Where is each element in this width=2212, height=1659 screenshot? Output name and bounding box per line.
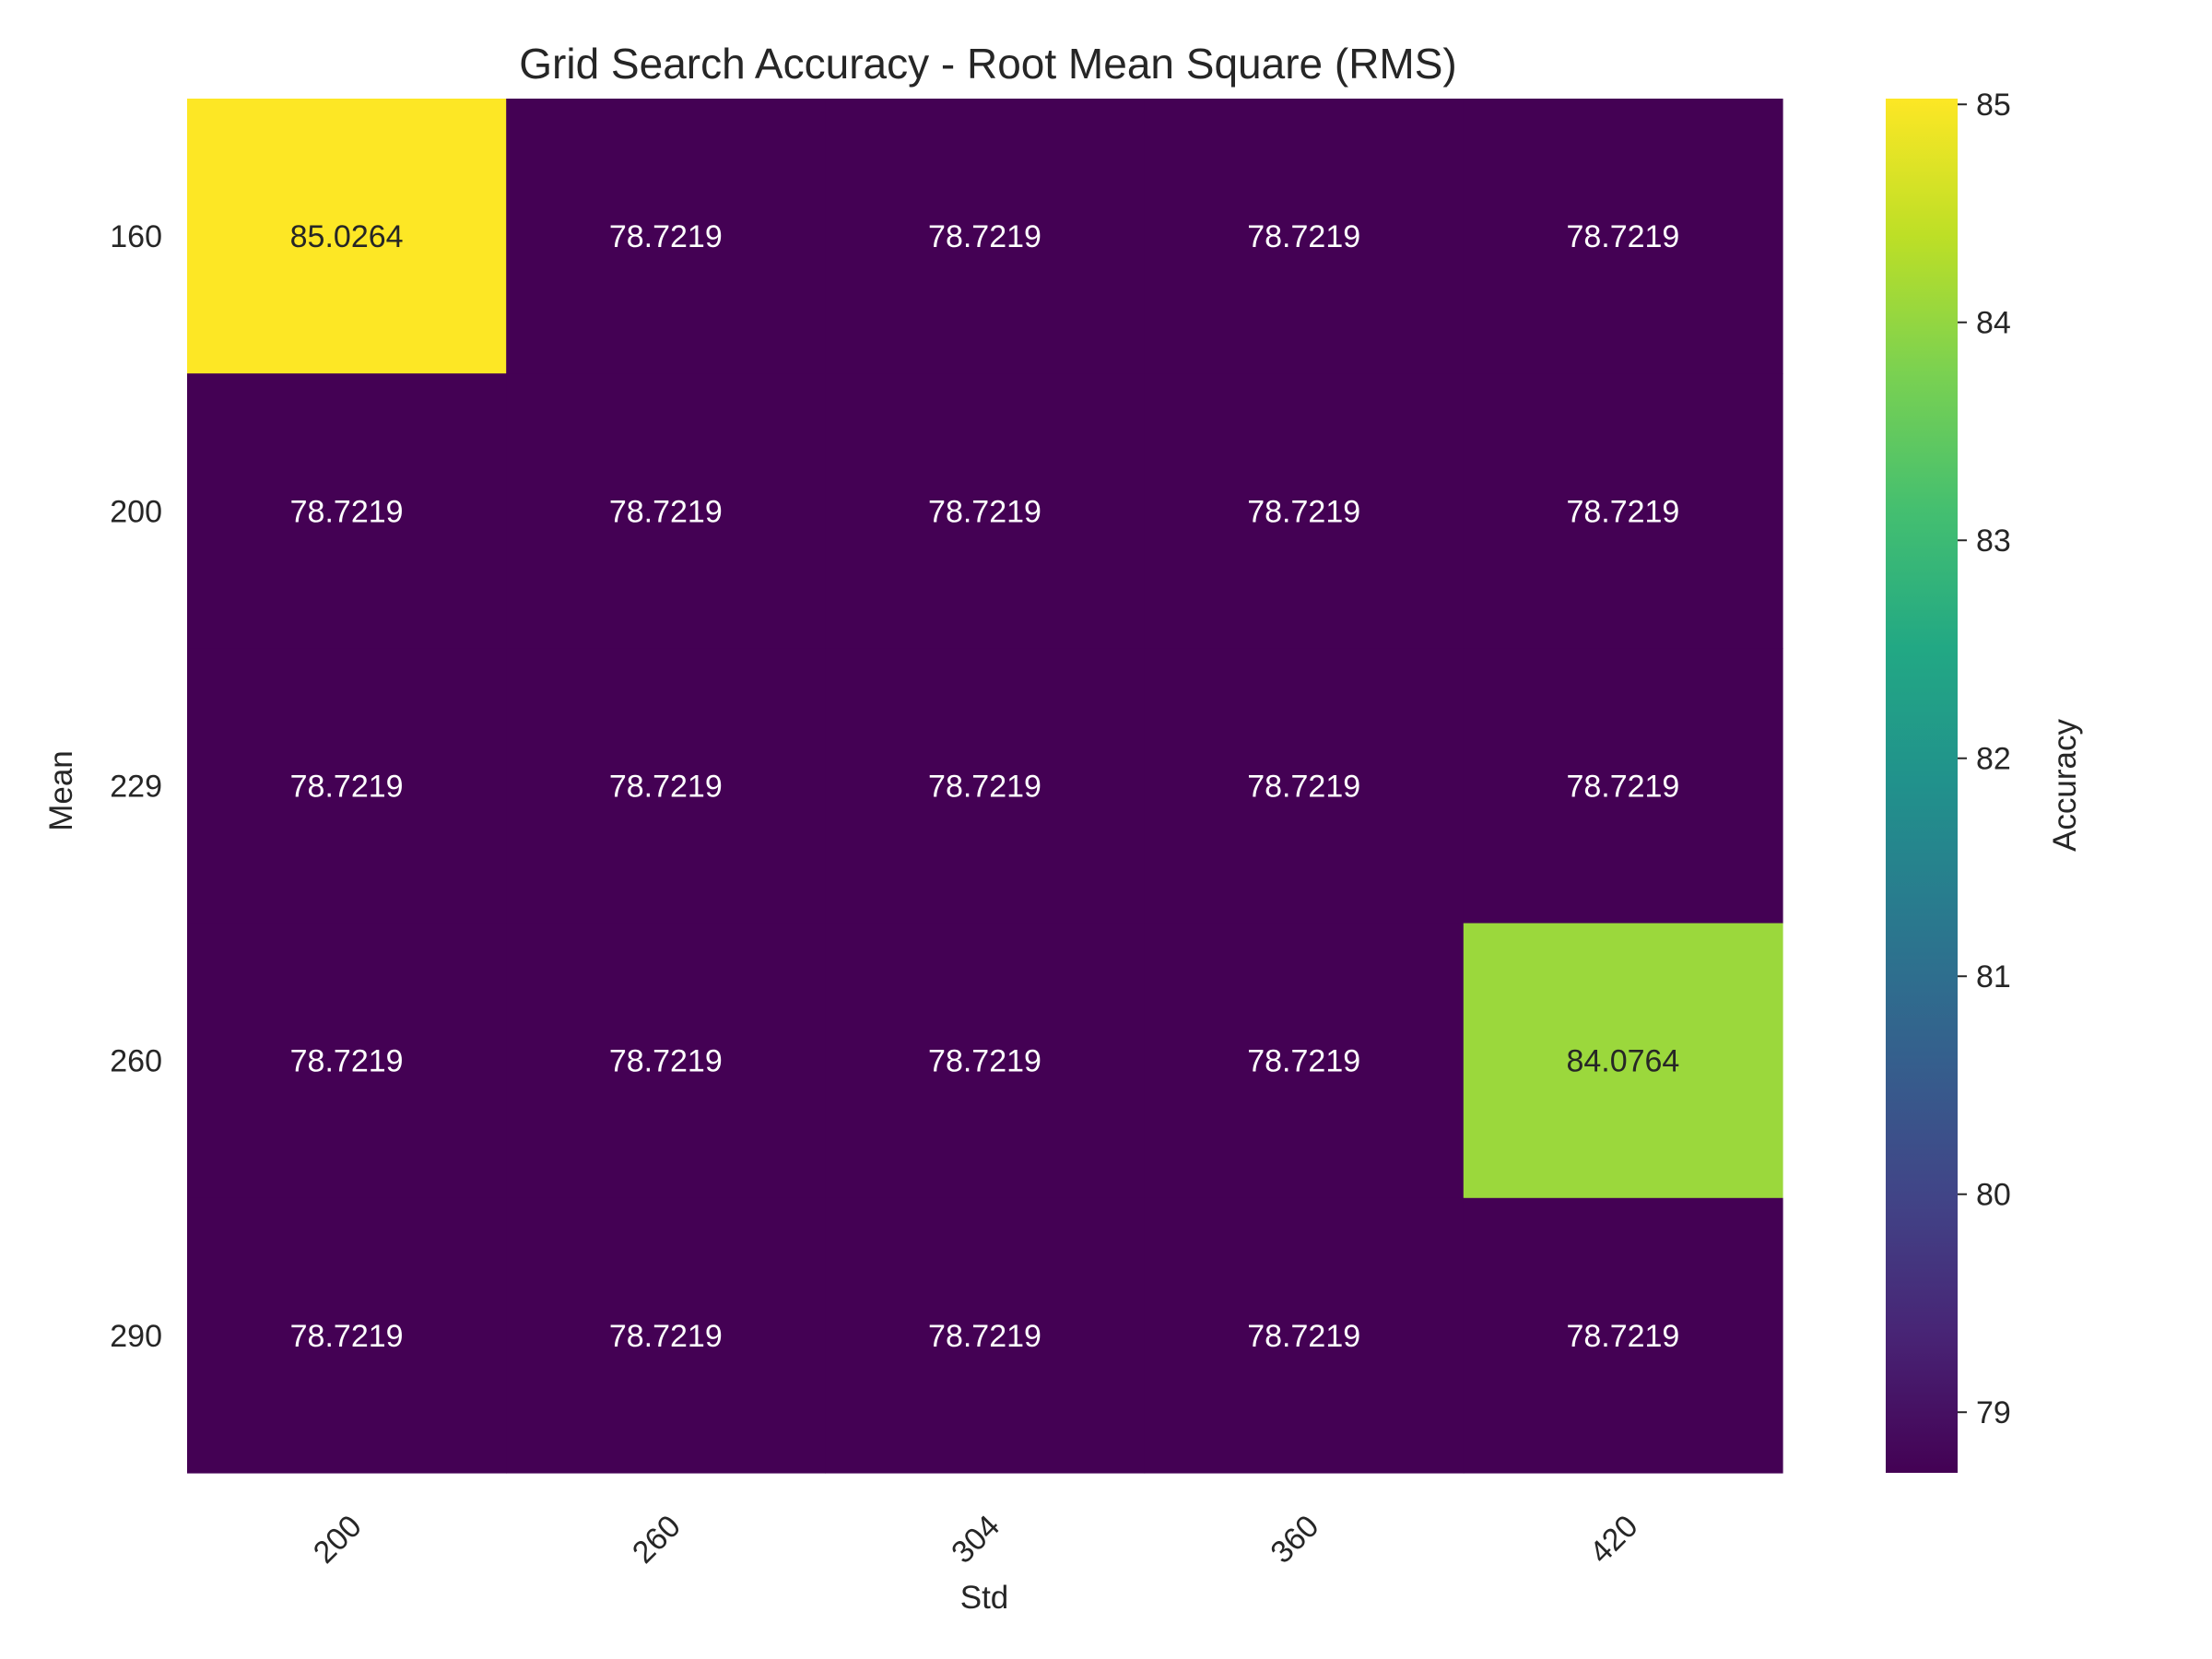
cell-value-label: 78.7219 bbox=[290, 770, 404, 805]
heatmap-cell bbox=[1463, 99, 1783, 374]
cell-value-label: 78.7219 bbox=[928, 770, 1041, 805]
heatmap-cell bbox=[1144, 648, 1465, 924]
heatmap-cell bbox=[825, 648, 1146, 924]
cell-value-label: 78.7219 bbox=[928, 1319, 1041, 1354]
colorbar-tick-label: 83 bbox=[1976, 524, 2011, 559]
y-tick-label: 290 bbox=[110, 1319, 162, 1354]
cell-value-label: 78.7219 bbox=[1247, 219, 1360, 254]
colorbar-tick-label: 80 bbox=[1976, 1178, 2011, 1213]
cell-value-label: 78.7219 bbox=[609, 219, 723, 254]
heatmap-cell bbox=[1144, 1197, 1465, 1474]
cell-value-label: 78.7219 bbox=[290, 1044, 404, 1079]
heatmap-cell bbox=[1144, 99, 1465, 374]
heatmap-cell bbox=[506, 923, 826, 1199]
heatmap-cell bbox=[506, 99, 826, 374]
chart-title: Grid Search Accuracy - Root Mean Square … bbox=[519, 40, 1456, 88]
heatmap-cell bbox=[506, 373, 826, 649]
heatmap-cell bbox=[1463, 923, 1783, 1199]
heatmap-cell bbox=[825, 1197, 1146, 1474]
heatmap-cells bbox=[187, 99, 1783, 1474]
cell-value-label: 78.7219 bbox=[290, 494, 404, 529]
cell-value-label: 78.7219 bbox=[1247, 770, 1360, 805]
cell-value-label: 78.7219 bbox=[928, 1044, 1041, 1079]
heatmap-cell bbox=[187, 373, 507, 649]
x-tick-label: 304 bbox=[945, 1509, 1006, 1571]
colorbar-ticks: 79 80 81 82 83 84 85 bbox=[1958, 88, 2011, 1430]
colorbar-tick-label: 81 bbox=[1976, 959, 2011, 994]
y-tick-labels: 160 200 229 260 290 bbox=[110, 219, 162, 1354]
heatmap-cell bbox=[825, 923, 1146, 1199]
heatmap-cell bbox=[506, 648, 826, 924]
colorbar-tick-label: 82 bbox=[1976, 742, 2011, 777]
colorbar-tick-label: 85 bbox=[1976, 88, 2011, 123]
x-tick-label: 200 bbox=[307, 1509, 369, 1571]
y-tick-label: 260 bbox=[110, 1044, 162, 1079]
heatmap-cell bbox=[825, 373, 1146, 649]
heatmap-cell bbox=[187, 923, 507, 1199]
x-tick-label: 260 bbox=[626, 1509, 688, 1571]
heatmap-cell bbox=[1144, 373, 1465, 649]
heatmap-cell bbox=[1463, 373, 1783, 649]
y-tick-label: 160 bbox=[110, 219, 162, 254]
x-tick-label: 420 bbox=[1583, 1509, 1645, 1571]
cell-value-label: 78.7219 bbox=[609, 1319, 723, 1354]
y-tick-label: 229 bbox=[110, 770, 162, 805]
x-tick-labels: 200 260 304 360 420 bbox=[307, 1509, 1645, 1571]
cell-value-label: 78.7219 bbox=[1566, 494, 1679, 529]
heatmap-cell bbox=[825, 99, 1146, 374]
colorbar-tick-label: 84 bbox=[1976, 306, 2011, 341]
cell-value-label: 78.7219 bbox=[609, 770, 723, 805]
colorbar-tick-label: 79 bbox=[1976, 1395, 2011, 1430]
cell-value-label: 78.7219 bbox=[928, 494, 1041, 529]
heatmap-cell bbox=[187, 99, 507, 374]
y-tick-label: 200 bbox=[110, 494, 162, 529]
cell-value-label: 78.7219 bbox=[928, 219, 1041, 254]
cell-value-label: 78.7219 bbox=[1247, 494, 1360, 529]
cell-value-label: 78.7219 bbox=[290, 1319, 404, 1354]
colorbar bbox=[1886, 99, 1958, 1473]
cell-value-label: 78.7219 bbox=[1566, 219, 1679, 254]
x-axis-label: Std bbox=[960, 1580, 1009, 1616]
heatmap-cell bbox=[506, 1197, 826, 1474]
cell-value-label: 78.7219 bbox=[1247, 1044, 1360, 1079]
heatmap-cell bbox=[1144, 923, 1465, 1199]
cell-value-label: 84.0764 bbox=[1566, 1044, 1679, 1079]
colorbar-label: Accuracy bbox=[2047, 719, 2083, 852]
x-tick-label: 360 bbox=[1264, 1509, 1325, 1571]
cell-value-label: 78.7219 bbox=[1566, 770, 1679, 805]
cell-value-label: 78.7219 bbox=[609, 494, 723, 529]
cell-value-label: 78.7219 bbox=[1566, 1319, 1679, 1354]
heatmap-cell bbox=[1463, 1197, 1783, 1474]
heatmap-cell bbox=[1463, 648, 1783, 924]
cell-value-label: 78.7219 bbox=[609, 1044, 723, 1079]
y-axis-label: Mean bbox=[43, 750, 79, 831]
cell-value-label: 78.7219 bbox=[1247, 1319, 1360, 1354]
heatmap-cell bbox=[187, 648, 507, 924]
heatmap-cell-labels: 85.0264 78.7219 78.7219 78.7219 78.7219 78.72… bbox=[290, 219, 1680, 1354]
cell-value-label: 85.0264 bbox=[290, 219, 404, 254]
heatmap-cell bbox=[187, 1197, 507, 1474]
